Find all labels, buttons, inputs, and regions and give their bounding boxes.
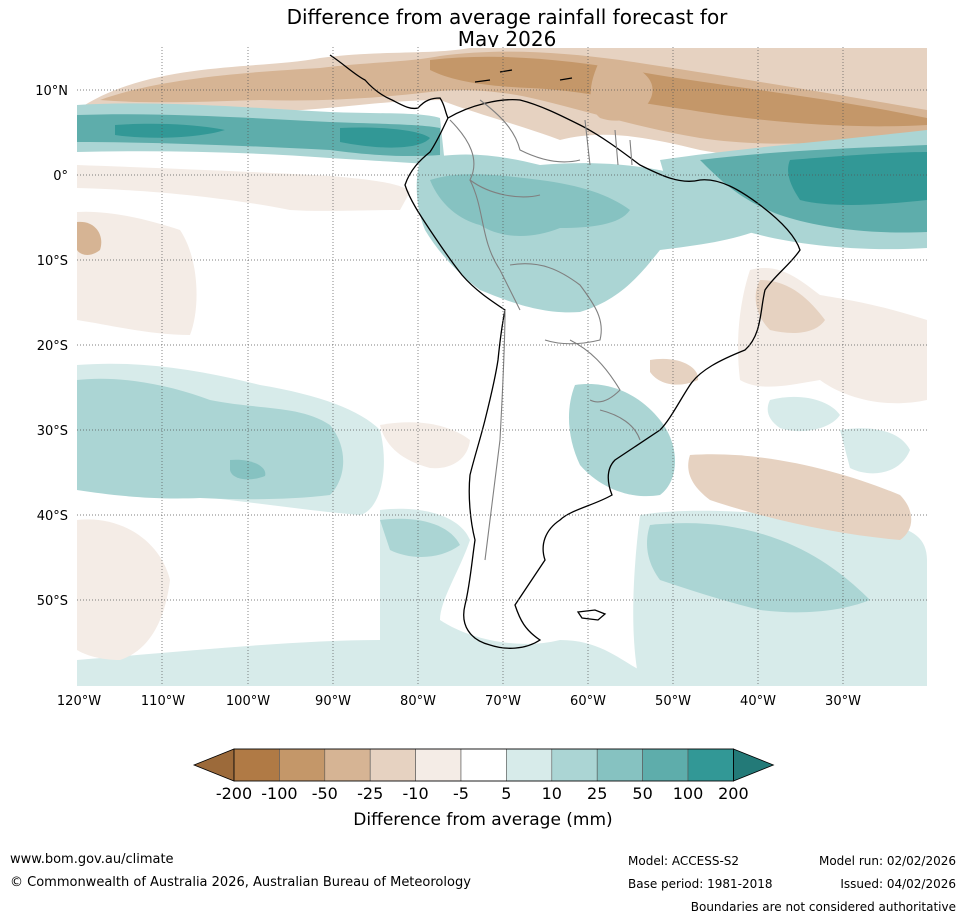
border-uruguay [599, 409, 641, 441]
dry-east-pacific [77, 211, 197, 335]
dry-south-atlantic [688, 454, 912, 540]
colorbar-swatch [460, 748, 507, 782]
colorbar-tick-label: 200 [718, 784, 749, 803]
colorbar-swatch [642, 748, 689, 782]
wet-atlantic-max [788, 152, 927, 205]
lon-label: 120°W [57, 694, 101, 709]
dry-band-north-max [430, 56, 927, 127]
colorbar-tick-label: 5 [501, 784, 511, 803]
rainfall-anomaly-field [77, 47, 927, 686]
dry-east-pacific-core [77, 221, 102, 255]
south-america-coast [404, 99, 801, 649]
colorbar-swatch [506, 748, 553, 782]
lat-label: 10°S [37, 254, 68, 269]
footer-base-period: Base period: 1981-2018 [628, 877, 773, 891]
lon-label: 100°W [226, 694, 270, 709]
lon-label: 80°W [400, 694, 436, 709]
footer-url[interactable]: www.bom.gov.au/climate [10, 852, 174, 867]
wet-patagonia-core [380, 518, 460, 557]
lon-label: 70°W [485, 694, 521, 709]
wet-atlantic-east [767, 396, 910, 474]
lat-label: 20°S [37, 339, 68, 354]
lat-label: 30°S [37, 424, 68, 439]
footer-copyright: © Commonwealth of Australia 2026, Austra… [10, 875, 471, 890]
colorbar-arrow-low [192, 748, 235, 782]
footer-model-run: Model run: 02/02/2026 [818, 854, 956, 868]
dry-chile-ocean [380, 422, 470, 469]
lon-label: 90°W [315, 694, 351, 709]
border-peru-brazil [469, 179, 521, 311]
wet-subtropical-patch [230, 459, 266, 480]
border-paraguay [569, 339, 621, 403]
colorbar-swatch [415, 748, 462, 782]
colorbar-tick-label: -50 [312, 784, 338, 803]
wet-south-atlantic-core [647, 523, 870, 613]
wet-subtropical-pacific-core [77, 378, 344, 500]
colorbar-tick-label: -5 [453, 784, 469, 803]
colorbar-tick-label: 100 [673, 784, 704, 803]
colorbar-tick-label: -200 [216, 784, 252, 803]
latitude-labels: 10°N 0° 10°S 20°S 30°S 40°S 50°S [35, 84, 68, 609]
colorbar-swatch [233, 748, 280, 782]
footer-issued: Issued: 04/02/2026 [840, 877, 956, 891]
colorbar-swatch [551, 748, 598, 782]
lon-label: 60°W [570, 694, 606, 709]
map-title-line2: May 2026 [457, 27, 557, 51]
colorbar-tick-label: -100 [261, 784, 297, 803]
dry-band-north-core [100, 51, 927, 144]
lon-label: 30°W [825, 694, 861, 709]
central-america-coast [329, 54, 449, 119]
coastlines [329, 54, 801, 649]
map-title-line1: Difference from average rainfall forecas… [286, 5, 728, 29]
colorbar-swatch [687, 748, 734, 782]
dry-strip-pacific [77, 165, 410, 211]
colorbar [192, 748, 775, 782]
colorbar-swatch [279, 748, 326, 782]
gridlines [77, 47, 927, 686]
colorbar-arrow-high [733, 748, 775, 782]
dry-venezuela [590, 60, 653, 121]
lat-label: 0° [53, 169, 68, 184]
falklands [576, 609, 607, 621]
dry-brazil-core [650, 280, 825, 385]
colorbar-tick-label: -10 [403, 784, 429, 803]
colorbar-tick-label: 10 [542, 784, 562, 803]
border-chile-argentina [484, 309, 506, 561]
lon-label: 50°W [655, 694, 691, 709]
lat-label: 10°N [35, 84, 68, 99]
colorbar-tick-label: 25 [587, 784, 607, 803]
lat-label: 40°S [37, 509, 68, 524]
country-borders [449, 99, 641, 561]
lon-label: 40°W [740, 694, 776, 709]
colorbar-title: Difference from average (mm) [353, 810, 612, 830]
colorbar-swatch [369, 748, 416, 782]
colorbar-tick-label: -25 [357, 784, 383, 803]
wet-sw-atlantic [568, 384, 675, 497]
lon-label: 110°W [141, 694, 185, 709]
wet-band-pacific-max [115, 123, 430, 148]
colorbar-tick-labels: -200 -100 -50 -25 -10 -5 5 10 25 50 100 200 [216, 784, 749, 803]
border-bolivia [509, 263, 602, 345]
colorbar-swatch [324, 748, 371, 782]
lat-label: 50°S [37, 594, 68, 609]
footer-model: Model: ACCESS-S2 [628, 854, 740, 868]
footer-disclaimer: Boundaries are not considered authoritat… [690, 900, 956, 914]
dry-southwest [77, 519, 170, 660]
colorbar-swatch [596, 748, 643, 782]
longitude-labels: 120°W 110°W 100°W 90°W 80°W 70°W 60°W 50… [57, 694, 861, 709]
border-guianas [584, 119, 633, 166]
border-venezuela [479, 99, 581, 163]
wet-amazon-core [430, 174, 630, 236]
colorbar-tick-label: 50 [632, 784, 652, 803]
caribbean-islands [474, 69, 573, 83]
colorbar-frame [233, 748, 734, 782]
